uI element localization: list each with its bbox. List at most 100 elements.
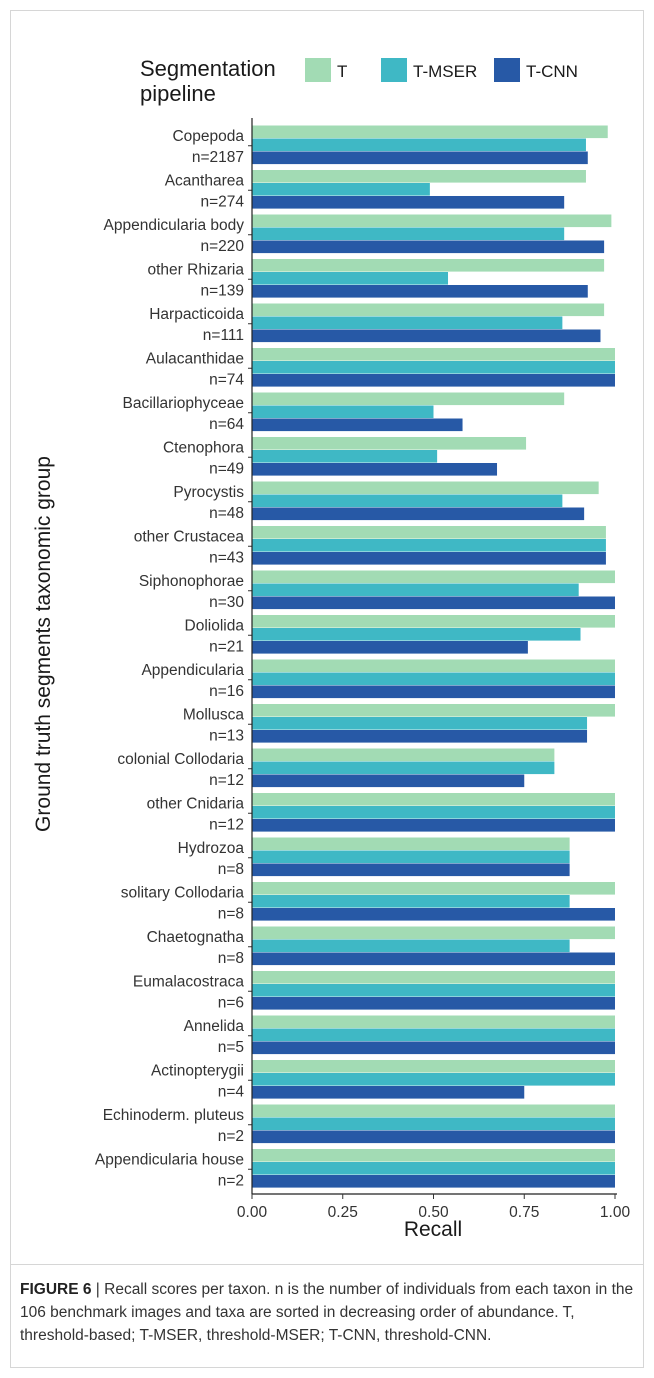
category-count-label: n=274 <box>200 193 244 210</box>
category-label: other Cnidaria <box>147 795 245 812</box>
category-count-label: n=8 <box>218 861 244 878</box>
legend-label-t-cnn: T-CNN <box>526 62 578 81</box>
bar-t-mser <box>252 1073 615 1086</box>
category-count-label: n=8 <box>218 905 244 922</box>
legend-label-t: T <box>337 62 347 81</box>
bar-t-cnn <box>252 908 615 921</box>
bar-t <box>252 1015 615 1029</box>
bar-t-mser <box>252 450 438 463</box>
bar-t-mser <box>252 405 434 419</box>
category-label: Doliolida <box>185 617 245 634</box>
bar-t-cnn <box>252 552 606 565</box>
bar-t-mser <box>252 984 615 997</box>
bar-t-mser <box>252 761 555 775</box>
bar-t-mser <box>252 939 570 953</box>
bar-t-cnn <box>252 952 615 966</box>
bar-t <box>252 882 615 895</box>
bar-t-cnn <box>252 819 615 832</box>
category-label: Echinoderm. pluteus <box>103 1107 245 1124</box>
bar-t-cnn <box>252 596 615 610</box>
legend-swatch-t <box>305 58 331 82</box>
category-count-label: n=2 <box>218 1128 244 1145</box>
bar-t-cnn <box>252 1130 615 1144</box>
bar-t-mser <box>252 628 581 641</box>
x-tick-label: 0.75 <box>509 1204 539 1221</box>
bar-t-mser <box>252 539 606 552</box>
category-label: Copepoda <box>172 128 244 145</box>
x-tick-label: 0.00 <box>237 1204 268 1221</box>
bars <box>252 125 615 1188</box>
figure-label: FIGURE 6 <box>20 1281 92 1298</box>
bar-t <box>252 259 605 272</box>
bar-t-mser <box>252 1028 615 1042</box>
figure-frame <box>10 10 644 1368</box>
caption-divider <box>10 1264 644 1265</box>
bar-t-mser <box>252 183 430 196</box>
bar-t <box>252 437 527 450</box>
bar-t <box>252 392 565 406</box>
bar-t-cnn <box>252 1086 525 1099</box>
category-count-label: n=13 <box>209 727 244 744</box>
x-tick-label: 0.50 <box>418 1204 449 1221</box>
category-count-label: n=74 <box>209 371 244 388</box>
bar-t-mser <box>252 138 586 152</box>
bar-t <box>252 748 555 762</box>
bar-t-cnn <box>252 285 588 298</box>
bar-t-cnn <box>252 1041 615 1055</box>
bar-t <box>252 1104 615 1118</box>
bar-t <box>252 971 615 984</box>
category-count-label: n=12 <box>209 772 244 789</box>
category-count-label: n=111 <box>203 327 244 344</box>
category-count-label: n=12 <box>209 816 244 833</box>
category-label: Appendicularia body <box>104 217 245 234</box>
category-count-label: n=43 <box>209 549 244 566</box>
category-label: Annelida <box>184 1018 245 1035</box>
category-label: colonial Collodaria <box>117 751 244 768</box>
bar-t-mser <box>252 1117 615 1131</box>
category-count-label: n=2187 <box>192 149 244 166</box>
bar-t-cnn <box>252 997 615 1010</box>
category-label: Pyrocystis <box>173 484 244 501</box>
bar-t-cnn <box>252 374 615 387</box>
bar-t-mser <box>252 672 615 686</box>
bar-t-mser <box>252 494 563 508</box>
category-count-label: n=48 <box>209 505 244 522</box>
bar-t-cnn <box>252 641 528 654</box>
category-label: Bacillariophyceae <box>123 395 245 412</box>
x-axis-title: Recall <box>404 1218 462 1241</box>
bar-t-mser <box>252 717 588 730</box>
category-label: Hydrozoa <box>178 840 245 857</box>
bar-t-cnn <box>252 463 498 476</box>
bar-t-mser <box>252 361 615 374</box>
category-count-label: n=2 <box>218 1172 244 1189</box>
bar-chart: Segmentation pipeline T T-MSER T-CNN Copep… <box>32 56 631 1241</box>
category-count-label: n=16 <box>209 683 244 700</box>
category-label: Appendicularia <box>141 662 244 679</box>
bar-t <box>252 526 606 539</box>
bar-t-mser <box>252 583 579 597</box>
category-count-label: n=8 <box>218 950 244 967</box>
category-label: other Crustacea <box>134 528 245 545</box>
category-count-label: n=4 <box>218 1083 245 1100</box>
bar-t-cnn <box>252 685 615 699</box>
category-label: Siphonophorae <box>139 573 244 590</box>
bar-t-cnn <box>252 196 565 209</box>
bar-t <box>252 659 615 673</box>
bar-t <box>252 125 608 139</box>
bar-t <box>252 704 615 717</box>
legend-title: Segmentation <box>140 56 276 81</box>
bar-t-cnn <box>252 507 585 521</box>
bar-t-cnn <box>252 1175 615 1188</box>
bar-t <box>252 926 615 940</box>
category-label: Aulacanthidae <box>146 350 244 367</box>
bar-t-mser <box>252 227 565 241</box>
bar-t-cnn <box>252 418 463 432</box>
x-tick-label: 1.00 <box>600 1204 631 1221</box>
category-label: Actinopterygii <box>151 1062 244 1079</box>
category-label: Acantharea <box>165 172 245 189</box>
bar-t <box>252 481 599 495</box>
bar-t <box>252 1149 615 1162</box>
bar-t <box>252 214 612 228</box>
category-label: Mollusca <box>183 706 245 723</box>
bar-t-mser <box>252 850 570 864</box>
